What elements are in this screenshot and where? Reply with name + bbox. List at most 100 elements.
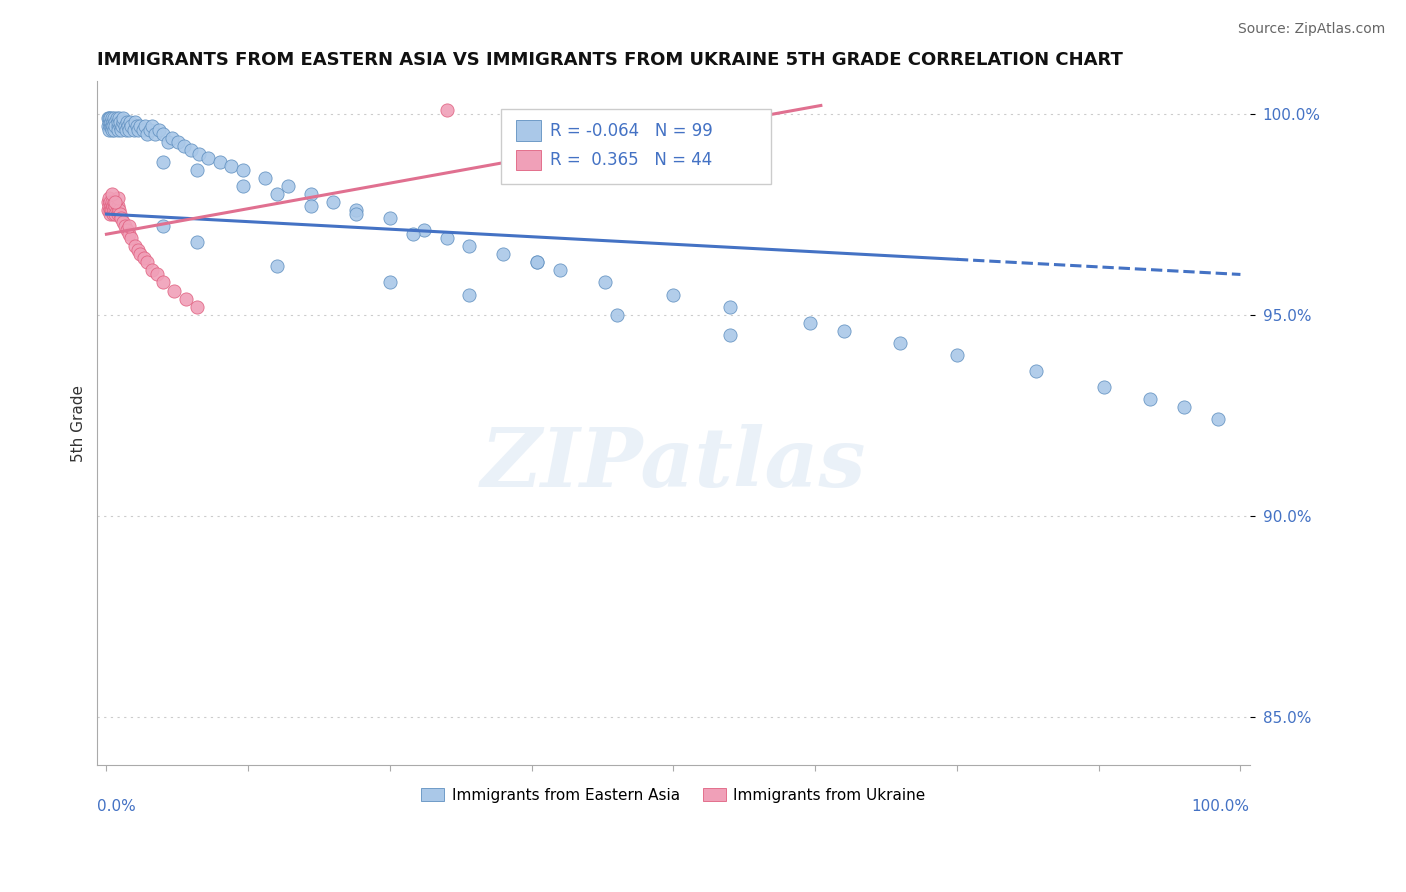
Point bbox=[436, 103, 458, 117]
Point bbox=[132, 122, 155, 136]
Point bbox=[492, 247, 515, 261]
Point bbox=[174, 292, 197, 306]
Point bbox=[124, 239, 146, 253]
Point bbox=[662, 287, 685, 301]
Text: 100.0%: 100.0% bbox=[1191, 799, 1250, 814]
Point bbox=[100, 199, 122, 213]
Point bbox=[1173, 400, 1195, 414]
Point bbox=[413, 223, 436, 237]
Point bbox=[101, 122, 124, 136]
Point bbox=[180, 143, 202, 157]
Point bbox=[344, 207, 367, 221]
Point bbox=[266, 186, 288, 201]
Point bbox=[110, 122, 132, 136]
Point bbox=[1092, 380, 1115, 394]
Point bbox=[167, 135, 190, 149]
Point bbox=[136, 255, 159, 269]
Point bbox=[98, 207, 121, 221]
Point bbox=[188, 146, 211, 161]
Point bbox=[122, 122, 145, 136]
Point bbox=[105, 203, 128, 218]
Point bbox=[104, 114, 127, 128]
Point bbox=[108, 114, 131, 128]
Point bbox=[103, 207, 125, 221]
Point bbox=[118, 227, 141, 242]
Point bbox=[118, 219, 141, 234]
Point bbox=[458, 239, 481, 253]
Point bbox=[129, 119, 152, 133]
Point bbox=[799, 316, 821, 330]
Point bbox=[97, 114, 120, 128]
Point bbox=[98, 203, 121, 218]
Point bbox=[103, 111, 125, 125]
Point bbox=[101, 194, 124, 209]
Point bbox=[104, 194, 127, 209]
Point bbox=[160, 130, 183, 145]
Point bbox=[103, 114, 125, 128]
Point bbox=[148, 122, 170, 136]
Point bbox=[112, 215, 135, 229]
Point bbox=[118, 122, 141, 136]
Point bbox=[344, 203, 367, 218]
Point bbox=[101, 119, 124, 133]
Point bbox=[163, 284, 186, 298]
Point bbox=[108, 119, 131, 133]
Point bbox=[127, 122, 149, 136]
Text: R =  0.365   N = 44: R = 0.365 N = 44 bbox=[550, 151, 713, 169]
Point bbox=[1025, 364, 1047, 378]
Bar bbox=[516, 150, 541, 170]
Point bbox=[156, 135, 179, 149]
Point bbox=[1206, 412, 1229, 426]
Point bbox=[108, 203, 131, 218]
Point bbox=[152, 219, 174, 234]
Point bbox=[107, 119, 129, 133]
Point bbox=[98, 119, 121, 133]
Legend: Immigrants from Eastern Asia, Immigrants from Ukraine: Immigrants from Eastern Asia, Immigrants… bbox=[415, 781, 932, 809]
Point bbox=[186, 162, 208, 177]
Point bbox=[101, 186, 124, 201]
Point bbox=[108, 111, 131, 125]
Point bbox=[526, 255, 548, 269]
Text: IMMIGRANTS FROM EASTERN ASIA VS IMMIGRANTS FROM UKRAINE 5TH GRADE CORRELATION CH: IMMIGRANTS FROM EASTERN ASIA VS IMMIGRAN… bbox=[97, 51, 1123, 69]
FancyBboxPatch shape bbox=[501, 109, 772, 184]
Point bbox=[100, 114, 122, 128]
Point bbox=[401, 227, 423, 242]
Point bbox=[100, 119, 122, 133]
Point bbox=[96, 111, 118, 125]
Point bbox=[146, 268, 169, 282]
Point bbox=[436, 231, 458, 245]
Point bbox=[96, 194, 118, 209]
Point bbox=[97, 199, 120, 213]
Point bbox=[266, 260, 288, 274]
Point bbox=[277, 178, 299, 193]
Point bbox=[115, 114, 138, 128]
Point bbox=[97, 111, 120, 125]
Point bbox=[98, 194, 121, 209]
Point bbox=[127, 244, 149, 258]
Point bbox=[946, 348, 969, 362]
Point bbox=[114, 219, 136, 234]
Point bbox=[117, 119, 139, 133]
Point bbox=[105, 111, 128, 125]
Point bbox=[107, 122, 129, 136]
Point bbox=[107, 114, 129, 128]
Point bbox=[97, 191, 120, 205]
Point bbox=[526, 255, 548, 269]
Point bbox=[97, 122, 120, 136]
Point bbox=[101, 111, 124, 125]
Point bbox=[111, 119, 134, 133]
Point bbox=[103, 199, 125, 213]
Point bbox=[718, 327, 741, 342]
Point bbox=[136, 127, 159, 141]
Point bbox=[595, 276, 617, 290]
Point bbox=[208, 154, 231, 169]
Point bbox=[143, 127, 166, 141]
Point bbox=[254, 170, 277, 185]
Point bbox=[114, 119, 136, 133]
Bar bbox=[516, 120, 541, 141]
Point bbox=[322, 194, 344, 209]
Point bbox=[186, 235, 208, 250]
Point bbox=[110, 211, 132, 226]
Point bbox=[103, 119, 125, 133]
Point bbox=[197, 151, 219, 165]
